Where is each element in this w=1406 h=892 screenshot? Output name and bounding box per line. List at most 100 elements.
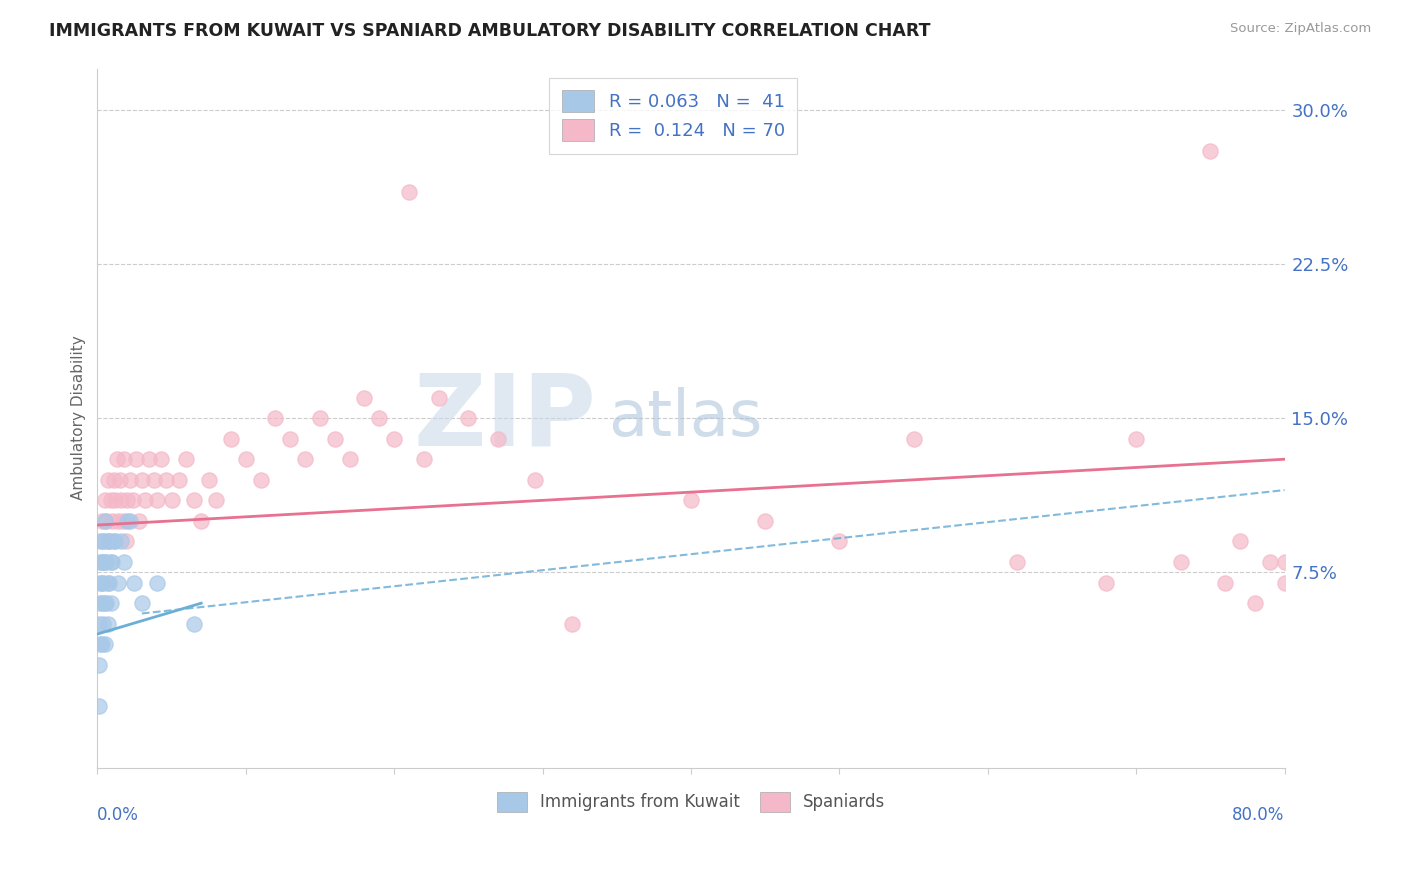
Point xyxy=(398,185,420,199)
Point xyxy=(1095,575,1118,590)
Point xyxy=(94,596,117,610)
Point xyxy=(155,473,177,487)
Text: atlas: atlas xyxy=(607,387,762,449)
Point xyxy=(104,493,127,508)
Point xyxy=(87,616,110,631)
Point xyxy=(107,514,129,528)
Y-axis label: Ambulatory Disability: Ambulatory Disability xyxy=(72,335,86,500)
Point xyxy=(91,534,114,549)
Point xyxy=(160,493,183,508)
Point xyxy=(128,514,150,528)
Point xyxy=(122,493,145,508)
Point xyxy=(118,514,141,528)
Point xyxy=(679,493,702,508)
Point xyxy=(100,555,122,569)
Point xyxy=(183,616,205,631)
Point xyxy=(183,493,205,508)
Point xyxy=(97,616,120,631)
Point xyxy=(90,637,112,651)
Point xyxy=(98,534,121,549)
Point xyxy=(94,555,117,569)
Point xyxy=(1199,144,1222,158)
Point xyxy=(101,514,124,528)
Point xyxy=(249,473,271,487)
Point xyxy=(90,555,112,569)
Point xyxy=(104,534,127,549)
Point xyxy=(145,575,167,590)
Point xyxy=(94,493,117,508)
Point xyxy=(131,596,153,610)
Point xyxy=(294,452,316,467)
Point xyxy=(235,452,257,467)
Point xyxy=(524,473,547,487)
Point xyxy=(91,555,114,569)
Point xyxy=(219,432,242,446)
Point xyxy=(125,452,148,467)
Point xyxy=(1125,432,1147,446)
Point xyxy=(1007,555,1029,569)
Point xyxy=(90,514,112,528)
Point xyxy=(903,432,925,446)
Point xyxy=(94,637,117,651)
Point xyxy=(103,473,125,487)
Point xyxy=(112,452,135,467)
Point xyxy=(167,473,190,487)
Point xyxy=(1229,534,1251,549)
Point xyxy=(134,493,156,508)
Point xyxy=(96,514,118,528)
Point xyxy=(176,452,198,467)
Point xyxy=(112,555,135,569)
Text: Source: ZipAtlas.com: Source: ZipAtlas.com xyxy=(1230,22,1371,36)
Point xyxy=(89,534,111,549)
Point xyxy=(382,432,405,446)
Point xyxy=(1274,575,1296,590)
Point xyxy=(87,657,110,672)
Point xyxy=(97,575,120,590)
Point xyxy=(427,391,450,405)
Point xyxy=(1213,575,1236,590)
Text: ZIP: ZIP xyxy=(413,369,596,467)
Point xyxy=(111,514,134,528)
Point xyxy=(97,534,120,549)
Point xyxy=(118,473,141,487)
Point xyxy=(145,493,167,508)
Point xyxy=(1258,555,1281,569)
Point xyxy=(309,411,332,425)
Point xyxy=(278,432,301,446)
Point xyxy=(100,596,122,610)
Point xyxy=(457,411,479,425)
Point xyxy=(101,555,124,569)
Point xyxy=(486,432,509,446)
Point xyxy=(138,452,160,467)
Point xyxy=(108,473,131,487)
Point xyxy=(103,534,125,549)
Point xyxy=(1274,555,1296,569)
Point xyxy=(264,411,287,425)
Point xyxy=(561,616,583,631)
Point xyxy=(190,514,212,528)
Point xyxy=(197,473,219,487)
Point xyxy=(150,452,173,467)
Point xyxy=(323,432,346,446)
Point xyxy=(114,534,136,549)
Text: 80.0%: 80.0% xyxy=(1232,806,1285,824)
Point xyxy=(98,575,121,590)
Point xyxy=(98,534,121,549)
Point xyxy=(91,534,114,549)
Text: 0.0%: 0.0% xyxy=(97,806,139,824)
Point xyxy=(124,575,146,590)
Point xyxy=(97,473,120,487)
Point xyxy=(828,534,851,549)
Point xyxy=(91,616,114,631)
Point xyxy=(115,514,138,528)
Point xyxy=(89,555,111,569)
Point xyxy=(368,411,391,425)
Point xyxy=(339,452,361,467)
Point xyxy=(142,473,165,487)
Point xyxy=(90,596,112,610)
Point xyxy=(353,391,375,405)
Point xyxy=(89,637,111,651)
Point xyxy=(1170,555,1192,569)
Point xyxy=(110,534,132,549)
Point xyxy=(89,575,111,590)
